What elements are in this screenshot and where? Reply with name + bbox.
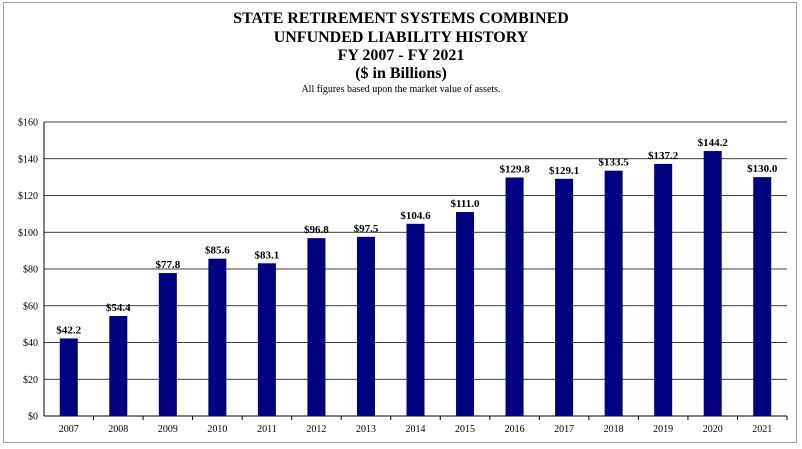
bar: [257, 263, 276, 416]
data-label: $133.5: [599, 157, 630, 169]
bar: [753, 177, 772, 416]
data-label: $96.8: [304, 224, 329, 236]
data-label: $42.2: [56, 324, 81, 336]
data-label: $111.0: [451, 198, 481, 210]
x-tick-label: 2007: [59, 424, 79, 435]
y-tick-label: $20: [23, 375, 38, 386]
x-tick-label: 2017: [554, 424, 574, 435]
x-tick-label: 2016: [505, 424, 525, 435]
chart-frame: [3, 2, 797, 443]
y-tick-label: $120: [18, 191, 38, 202]
bar: [505, 177, 524, 416]
chart-title-line-2: UNFUNDED LIABILITY HISTORY: [273, 29, 529, 46]
bar: [208, 258, 227, 416]
data-label: $130.0: [747, 163, 778, 175]
x-tick-label: 2014: [406, 424, 426, 435]
data-label: $54.4: [106, 302, 131, 314]
data-label: $83.1: [255, 249, 280, 261]
y-tick-label: $40: [23, 338, 38, 349]
data-label: $144.2: [698, 137, 729, 149]
x-tick-label: 2021: [752, 424, 772, 435]
x-tick-label: 2015: [455, 424, 475, 435]
data-label: $77.8: [155, 259, 180, 271]
x-tick-label: 2018: [604, 424, 624, 435]
x-tick-label: 2009: [158, 424, 178, 435]
bar: [654, 163, 673, 416]
chart-title-line-1: STATE RETIREMENT SYSTEMS COMBINED: [233, 10, 569, 27]
x-tick-label: 2012: [306, 424, 326, 435]
bar: [703, 151, 722, 416]
x-tick-label: 2019: [653, 424, 673, 435]
x-tick-label: 2013: [356, 424, 376, 435]
x-tick-label: 2011: [257, 424, 277, 435]
data-label: $129.8: [499, 163, 530, 175]
bar: [604, 170, 623, 416]
bar: [356, 236, 375, 416]
y-tick-label: $140: [18, 154, 38, 165]
data-label: $85.6: [205, 245, 230, 257]
y-tick-label: $0: [28, 412, 38, 423]
chart-subtitle: All figures based upon the market value …: [301, 84, 501, 95]
y-tick-label: $160: [18, 118, 38, 129]
chart-title-line-4: ($ in Billions): [355, 65, 447, 82]
data-label: $129.1: [549, 165, 579, 177]
y-tick-label: $80: [23, 265, 38, 276]
chart-title-line-3: FY 2007 - FY 2021: [337, 47, 465, 64]
y-tick-label: $60: [23, 301, 38, 312]
x-tick-label: 2010: [207, 424, 227, 435]
bar: [406, 223, 425, 416]
data-label: $97.5: [354, 223, 379, 235]
data-label: $104.6: [400, 210, 431, 222]
bar: [109, 316, 128, 416]
data-label: $137.2: [648, 150, 679, 162]
y-tick-label: $100: [18, 228, 38, 239]
bar: [555, 178, 574, 416]
x-tick-label: 2020: [703, 424, 723, 435]
bar: [456, 212, 475, 416]
bar: [307, 238, 326, 416]
bar: [59, 338, 78, 416]
x-tick-label: 2008: [108, 424, 128, 435]
bar: [158, 273, 177, 416]
